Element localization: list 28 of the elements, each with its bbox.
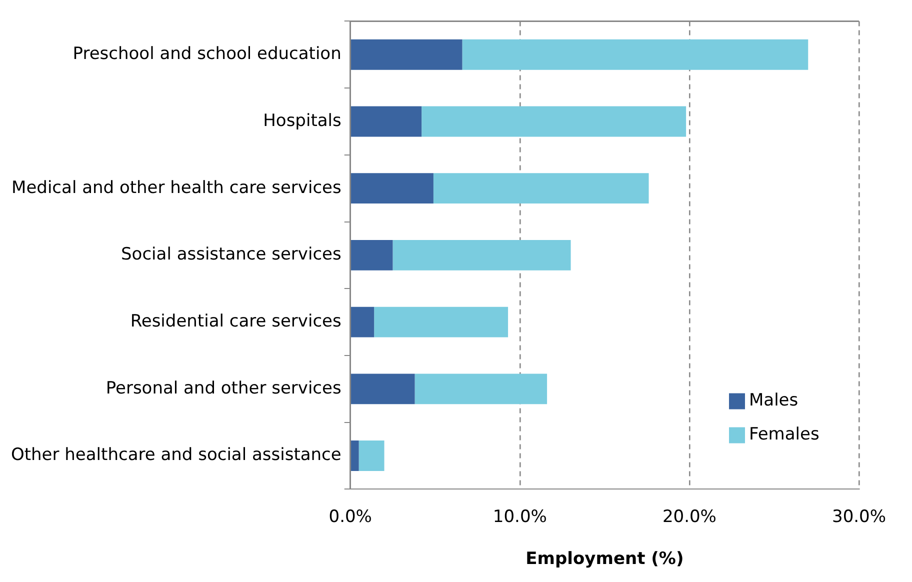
x-tick-label: 20.0% bbox=[662, 506, 716, 527]
x-axis-title: Employment (%) bbox=[526, 549, 684, 570]
bar bbox=[358, 440, 384, 471]
bar bbox=[351, 240, 393, 270]
bar bbox=[414, 374, 548, 404]
y-tick-label: Personal and other services bbox=[106, 378, 342, 398]
y-tick-label: Social assistance services bbox=[121, 244, 342, 265]
bar bbox=[351, 39, 462, 70]
legend-label: Females bbox=[749, 424, 820, 445]
y-tick-label: Preschool and school education bbox=[72, 44, 342, 64]
bar bbox=[351, 306, 374, 338]
y-tick-label: Hospitals bbox=[263, 110, 342, 131]
bar bbox=[433, 173, 649, 204]
y-tick-label: Residential care services bbox=[130, 311, 342, 332]
bar bbox=[351, 374, 415, 404]
y-tick-label: Medical and other health care services bbox=[12, 178, 342, 198]
legend-label: Males bbox=[749, 390, 798, 411]
x-tick-label: 30.0% bbox=[832, 506, 886, 527]
x-tick-label: 0.0% bbox=[328, 506, 372, 527]
bar bbox=[422, 106, 686, 137]
y-tick-label: Other healthcare and social assistance bbox=[10, 445, 342, 466]
bar bbox=[462, 39, 808, 70]
bar bbox=[374, 306, 508, 338]
bar bbox=[351, 440, 359, 471]
bar bbox=[351, 173, 434, 204]
bar bbox=[351, 106, 422, 137]
bar bbox=[392, 240, 571, 270]
x-tick-label: 10.0% bbox=[492, 506, 547, 527]
